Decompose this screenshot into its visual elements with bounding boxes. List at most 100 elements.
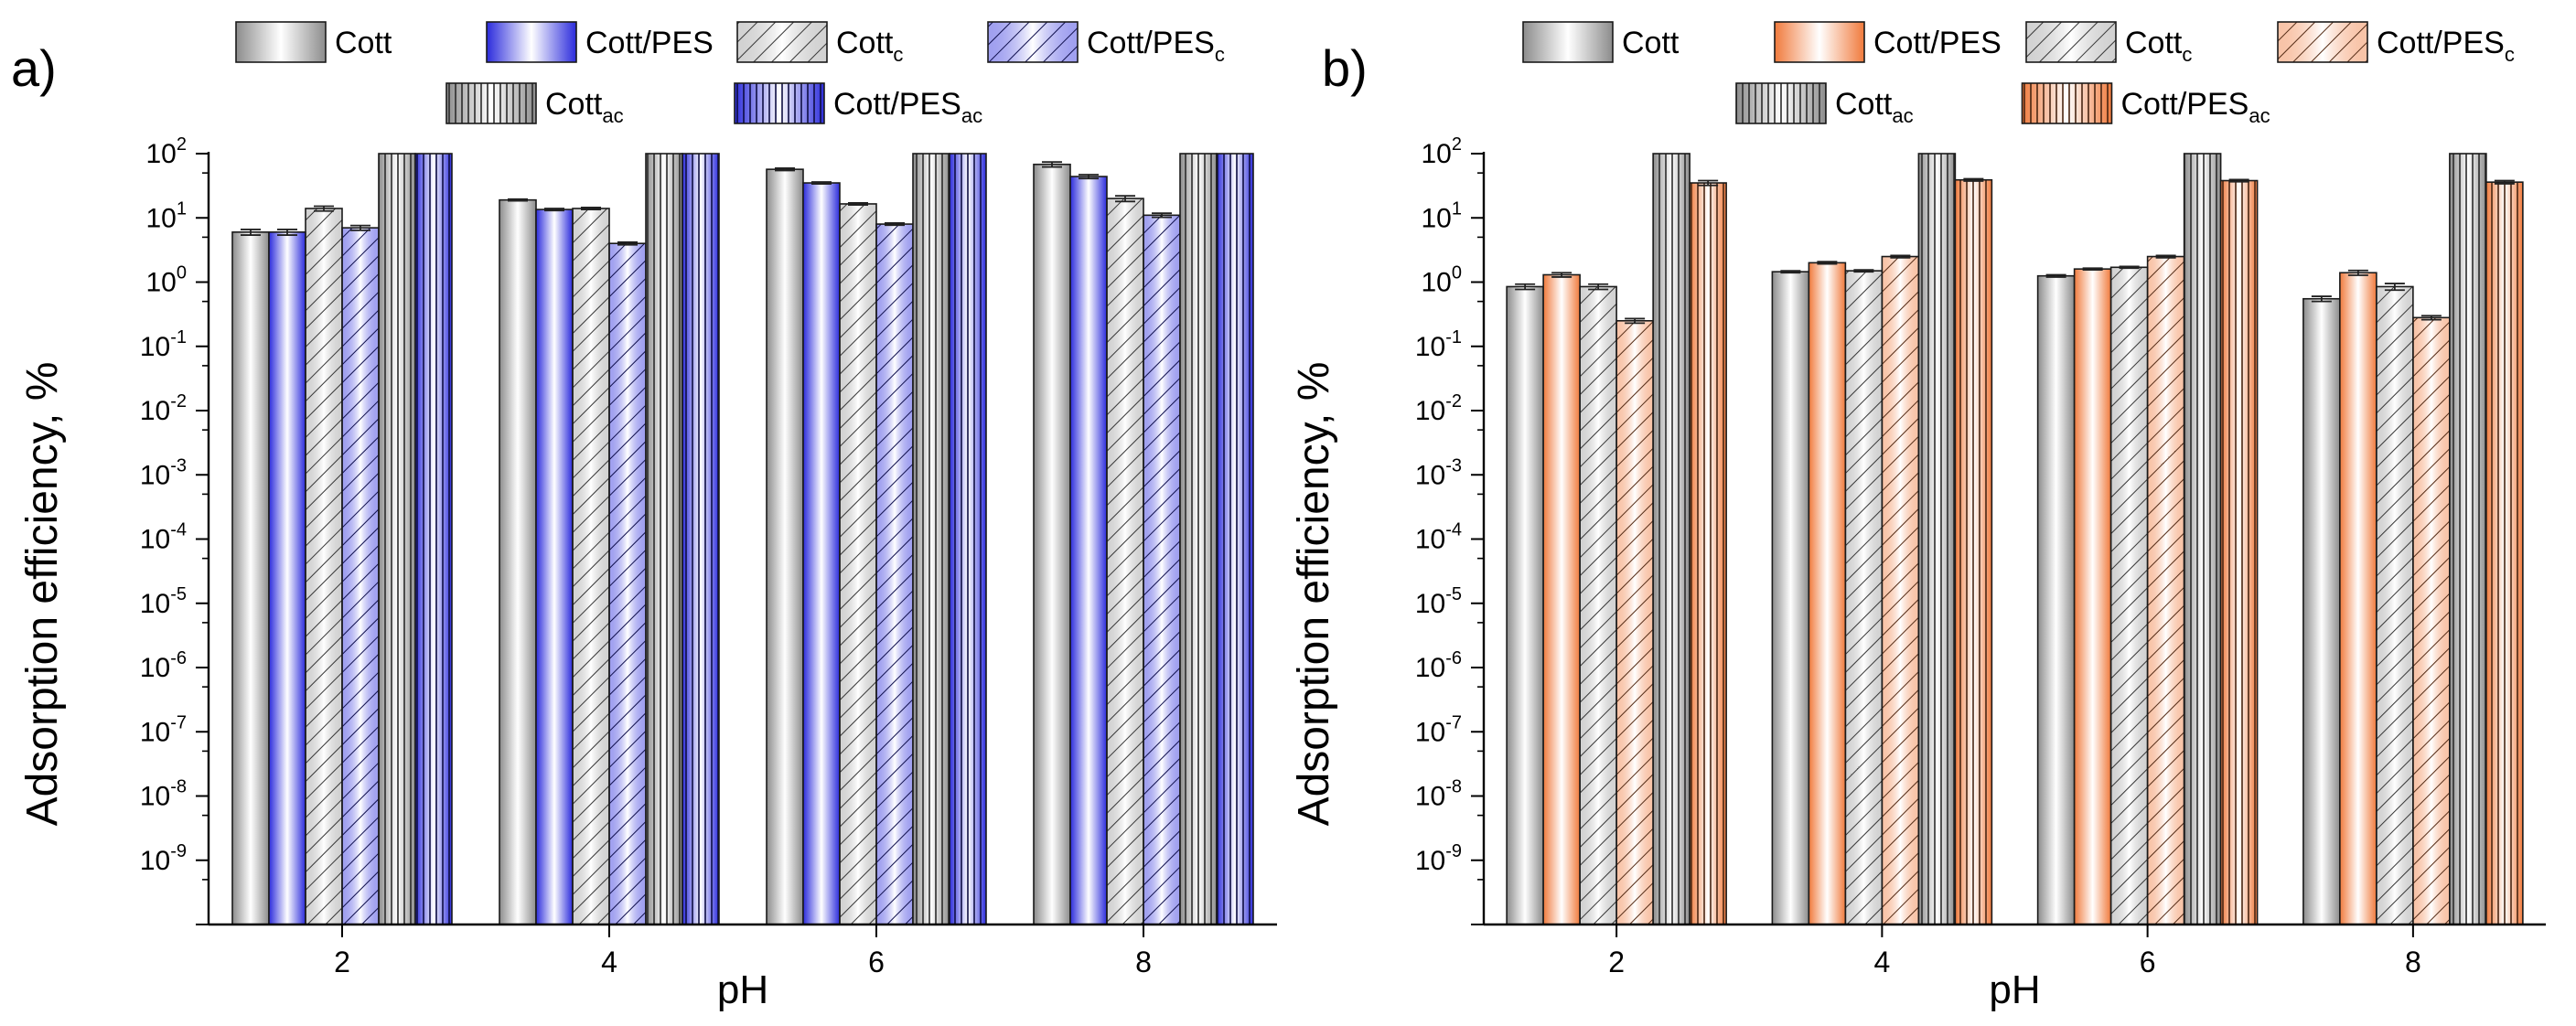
bar-cott-ph-8	[1033, 161, 1071, 925]
x-tick-label: 2	[1608, 946, 1625, 978]
bar-cott-pes-ph-4	[535, 208, 574, 925]
bar-cott-pes-ac-ph-8	[1216, 153, 1254, 925]
legend-swatch	[734, 82, 825, 124]
bar-cott-ph-2	[1506, 283, 1544, 925]
legend-item-cott-ac: Cottac	[1735, 82, 1914, 127]
x-axis-title: pH	[717, 967, 768, 1012]
legend: Cott Cott/PES Cottc Cott/PESc Cottac Cott/PES…	[235, 21, 1225, 127]
bar-cott-pes-ph-8	[2339, 269, 2377, 925]
bar-cott-pes-ph-2	[1542, 272, 1581, 925]
error-bar	[2494, 179, 2515, 185]
legend-label: Cott	[335, 26, 392, 60]
legend-swatch	[736, 21, 828, 63]
legend-label: Cott/PESc	[1087, 26, 1225, 66]
legend-label: Cottc	[836, 26, 903, 66]
bar-cott-pes-c-ph-6	[2146, 254, 2185, 925]
bar-cott-pes-ph-2	[268, 229, 306, 925]
legend-item-cott: Cott	[1522, 21, 1680, 63]
legend-label: Cott/PESac	[833, 87, 982, 127]
y-tick-label: 102	[1422, 134, 1463, 169]
y-tick-label: 10-9	[1415, 841, 1462, 876]
bar-cott-pes-c-ph-4	[608, 240, 647, 925]
legend-swatch	[1774, 21, 1865, 63]
bar-cott-pes-c-ph-8	[1143, 212, 1181, 925]
y-tick-label: 10-3	[140, 455, 187, 490]
error-bar	[314, 205, 334, 212]
legend-item-cott-c: Cottc	[2025, 21, 2192, 66]
error-bar	[2420, 315, 2442, 321]
bar-cott-pes-ac-ph-2	[414, 153, 453, 925]
error-bar	[1625, 317, 1646, 325]
y-tick-label: 102	[146, 134, 188, 169]
legend-label: Cottac	[1835, 87, 1914, 127]
bar-cott-c-ph-6	[839, 201, 877, 925]
legend-label: Cott/PESc	[2377, 26, 2515, 66]
legend-item-cott-pes-c: Cott/PESc	[2277, 21, 2515, 66]
legend-swatch	[2277, 21, 2368, 63]
legend-swatch	[2021, 82, 2113, 124]
y-axis-ticks	[196, 153, 209, 925]
bar-cott-pes-c-ph-6	[875, 222, 914, 925]
y-tick-label: 10-2	[1415, 391, 1462, 426]
error-bar	[581, 207, 601, 210]
bars-group	[231, 153, 1254, 925]
legend-item-cott-ac: Cottac	[445, 82, 624, 127]
bar-cott-ac-ph-2	[378, 153, 416, 925]
y-tick-label: 10-1	[1415, 327, 1462, 362]
bar-cott-c-ph-8	[2376, 283, 2414, 925]
bar-cott-pes-ph-8	[1069, 174, 1108, 925]
legend-swatch	[445, 82, 537, 124]
legend-swatch	[486, 21, 577, 63]
legend-item-cott-pes: Cott/PES	[1774, 21, 2002, 63]
error-bar	[775, 166, 795, 172]
bar-cott-ph-4	[499, 198, 537, 925]
bar-cott-pes-c-ph-4	[1881, 254, 1920, 925]
legend-label: Cott	[1622, 26, 1680, 60]
y-tick-label: 10-5	[140, 584, 187, 619]
bar-cott-c-ph-4	[1844, 269, 1884, 925]
legend-label: Cott/PES	[585, 26, 714, 60]
legend-swatch	[235, 21, 327, 63]
bar-cott-pes-ac-ph-4	[1954, 177, 1993, 925]
x-tick-label: 8	[1135, 946, 1152, 978]
x-tick-label: 6	[868, 946, 885, 978]
legend-swatch	[1735, 82, 1827, 124]
error-bar	[1698, 179, 1719, 187]
legend: Cott Cott/PES Cottc Cott/PESc Cottac Cott/PES…	[1522, 21, 2515, 127]
error-bar	[617, 240, 638, 246]
y-tick-label: 10-7	[1415, 712, 1462, 747]
bar-cott-c-ph-2	[305, 205, 343, 925]
error-bar	[1890, 254, 1911, 259]
x-tick-label: 4	[601, 946, 617, 978]
error-bar	[1152, 212, 1172, 219]
bar-cott-pes-c-ph-8	[2412, 315, 2451, 925]
error-bar	[2311, 295, 2332, 303]
error-bar	[544, 208, 564, 212]
bar-cott-pes-ph-4	[1808, 261, 1847, 925]
legend-item-cott-pes: Cott/PES	[486, 21, 714, 63]
legend-label: Cott/PESac	[2121, 87, 2270, 127]
y-tick-label: 101	[1422, 198, 1463, 233]
x-tick-label: 2	[334, 946, 350, 978]
bar-cott-ph-6	[766, 166, 804, 925]
bar-cott-ph-4	[1771, 270, 1810, 925]
bar-cott-pes-c-ph-2	[341, 224, 380, 925]
panel-b-adsorption-chart: b) 10-9 10-8 10-7 10-6 10-5 10-4 10-3 10-2 10-1 10…	[1290, 21, 2546, 1012]
y-tick-label: 100	[1422, 263, 1463, 298]
bar-cott-ac-ph-4	[645, 153, 683, 925]
x-axis-title: pH	[1989, 967, 2040, 1012]
y-axis-title: Adsorption efficiency, %	[1290, 362, 1338, 827]
bar-cott-ac-ph-2	[1652, 153, 1690, 925]
y-tick-label: 10-5	[1415, 584, 1462, 619]
legend-label: Cottac	[545, 87, 624, 127]
error-bar	[1780, 270, 1801, 274]
error-bar	[1963, 177, 1984, 182]
bars-group	[1506, 153, 2524, 925]
error-bar	[1079, 174, 1099, 180]
bar-cott-ac-ph-6	[912, 153, 950, 925]
legend-label: Cottc	[2125, 26, 2192, 66]
y-axis-ticks	[1471, 153, 1484, 925]
bar-cott-pes-ac-ph-4	[682, 153, 720, 925]
error-bar	[350, 224, 370, 231]
